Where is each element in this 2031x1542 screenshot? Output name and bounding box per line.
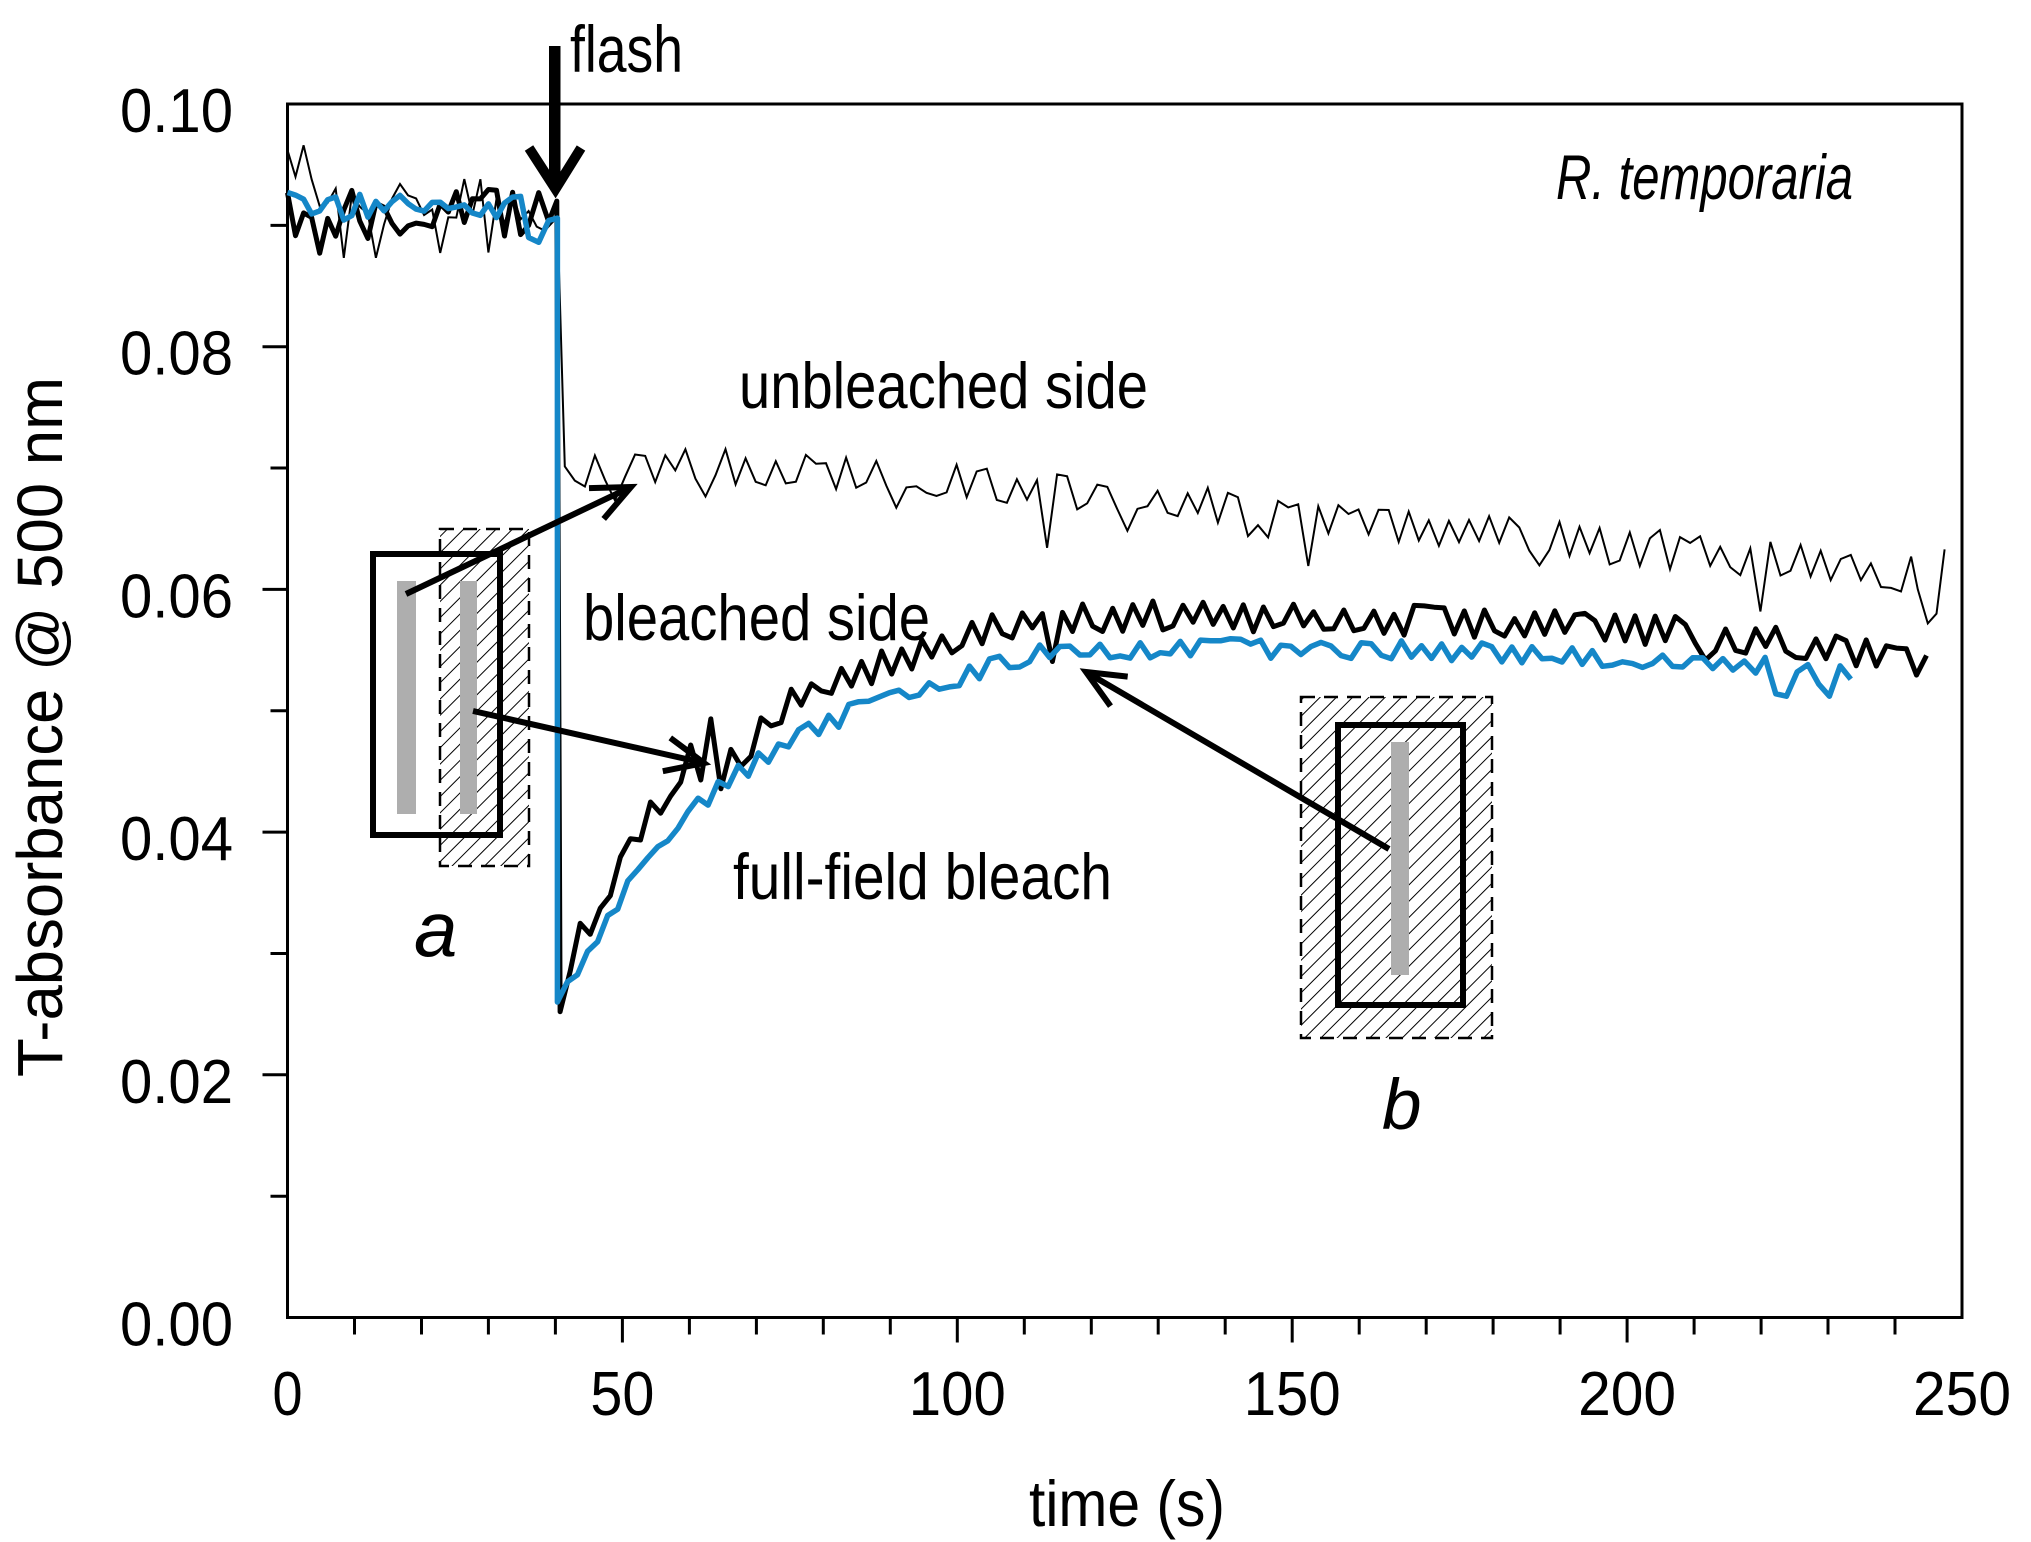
svg-text:R. temporaria: R. temporaria <box>1556 143 1853 213</box>
svg-text:unbleached side: unbleached side <box>739 349 1148 422</box>
svg-text:0.02: 0.02 <box>120 1048 233 1117</box>
svg-text:bleached side: bleached side <box>583 581 930 654</box>
svg-text:150: 150 <box>1244 1360 1341 1429</box>
svg-text:100: 100 <box>909 1360 1006 1429</box>
svg-text:50: 50 <box>590 1360 654 1429</box>
svg-text:200: 200 <box>1578 1360 1676 1429</box>
svg-text:full-field bleach: full-field bleach <box>733 840 1112 913</box>
svg-text:T-absorbance @ 500 nm: T-absorbance @ 500 nm <box>4 377 76 1077</box>
svg-text:0.08: 0.08 <box>120 320 233 389</box>
svg-text:0.04: 0.04 <box>120 805 233 874</box>
svg-text:0: 0 <box>273 1360 303 1429</box>
svg-text:0.10: 0.10 <box>120 77 233 146</box>
svg-text:0.06: 0.06 <box>120 562 233 631</box>
svg-text:flash: flash <box>570 12 683 86</box>
svg-text:time (s): time (s) <box>1029 1467 1225 1540</box>
svg-text:250: 250 <box>1913 1360 2011 1429</box>
svg-text:0.00: 0.00 <box>120 1291 233 1360</box>
svg-text:b: b <box>1382 1066 1422 1145</box>
svg-text:a: a <box>414 885 457 973</box>
